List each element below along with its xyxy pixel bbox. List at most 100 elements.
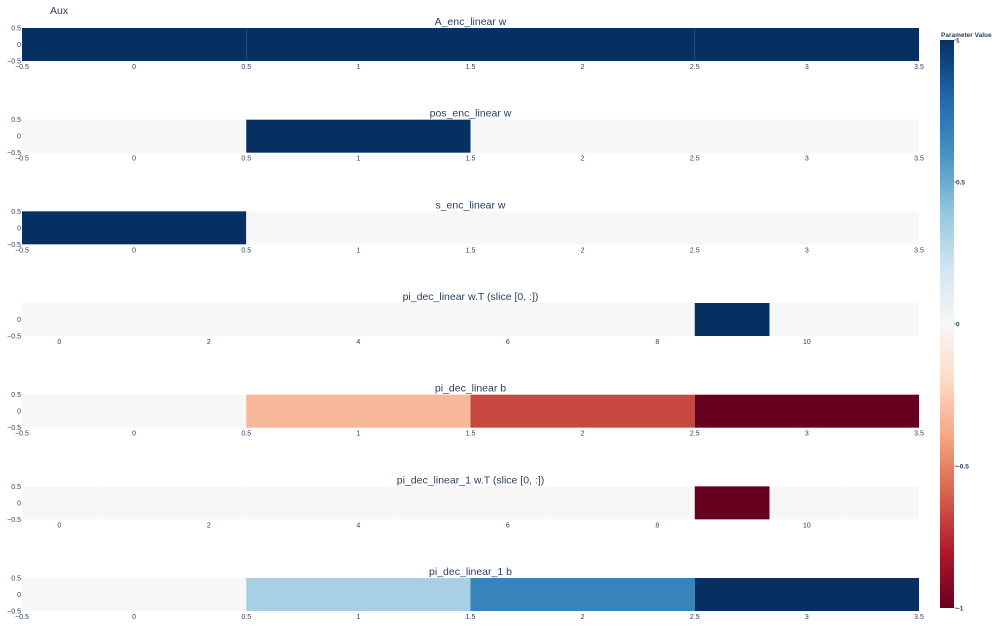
y-tick-label: 0.5	[11, 484, 21, 491]
x-tick-label: 3	[805, 431, 809, 438]
x-tick-label: 0.5	[241, 64, 251, 71]
heatmap-cell	[22, 303, 97, 337]
x-tick-label: 2	[581, 156, 585, 163]
x-tick-label: 8	[655, 522, 659, 529]
subplot-4: pi_dec_linear w.T (slice [0, :]) 0 2 4 6 8 10 0…	[7, 291, 919, 346]
x-tick-label: 1.5	[466, 614, 476, 621]
heatmap-cell	[470, 303, 546, 337]
x-tick-label: 2	[581, 431, 585, 438]
heatmap-cell	[844, 303, 919, 337]
heatmap-cell	[694, 119, 919, 153]
heatmap-cell	[171, 486, 247, 520]
heatmap-cell	[470, 486, 546, 520]
heatmap-cell	[22, 486, 97, 520]
heatmap-cell	[470, 28, 695, 61]
heatmap-cell	[22, 394, 247, 428]
x-tick-label: 2	[581, 247, 585, 254]
subplot-title: pi_dec_linear_1 w.T (slice [0, :])	[397, 474, 544, 486]
x-tick-label: −0.5	[15, 431, 29, 438]
heatmap-cell	[246, 28, 471, 61]
subplot-title: pos_enc_linear w	[430, 108, 512, 120]
x-tick-label: 0.5	[241, 431, 251, 438]
x-tick-label: 1	[356, 247, 360, 254]
subplot-5: pi_dec_linear b −0.5 0 0.5 1 1.5 2 2.5 3 3.5 0.5 0 −…	[7, 383, 924, 438]
subplot-3: s_enc_linear w −0.5 0 0.5 1 1.5 2 2.5 3 3.5 0.5 0 −0…	[7, 199, 924, 254]
x-tick-label: 8	[655, 339, 659, 346]
x-tick-label: 3	[805, 156, 809, 163]
heatmap-cell	[470, 578, 695, 612]
x-tick-label: 2	[581, 614, 585, 621]
heatmap-cell	[470, 394, 695, 428]
y-tick-label: 0	[17, 42, 21, 49]
y-tick-label: 0	[17, 225, 21, 232]
heatmap-cell	[769, 303, 845, 337]
x-tick-label: 0	[57, 522, 61, 529]
heatmap-cell	[694, 486, 770, 520]
heatmap-cell	[395, 486, 471, 520]
heatmap-cell	[694, 211, 919, 245]
heatmap-cell	[321, 486, 396, 520]
x-tick-label: 3.5	[914, 247, 924, 254]
x-tick-label: 6	[506, 522, 510, 529]
x-tick-label: 3.5	[914, 64, 924, 71]
x-tick-label: 3.5	[914, 614, 924, 621]
y-tick-label: 0.5	[11, 26, 21, 33]
x-tick-label: 2.5	[690, 247, 700, 254]
heatmap-cell	[844, 486, 919, 520]
y-tick-label: 0	[17, 592, 21, 599]
heatmap-cell	[470, 211, 695, 245]
subplot-2: pos_enc_linear w −0.5 0 0.5 1 1.5 2 2.5 3 3.5 0.5 0…	[7, 108, 924, 163]
x-tick-label: 0	[132, 614, 136, 621]
x-tick-label: 4	[356, 522, 360, 529]
subplot-title: A_enc_linear w	[435, 16, 507, 28]
y-tick-label: −0.5	[7, 609, 21, 616]
heatmap-cell	[545, 303, 620, 337]
subplot-title: pi_dec_linear w.T (slice [0, :])	[403, 291, 539, 303]
x-tick-label: 0	[132, 156, 136, 163]
colorbar-tick-label: 0	[956, 322, 960, 329]
y-tick-label: 0.5	[11, 117, 21, 124]
heatmap-cell	[694, 28, 919, 61]
colorbar-tick-label: −0.5	[956, 464, 969, 471]
heatmap-cell	[22, 578, 247, 612]
subplot-1: A_enc_linear w −0.5 0 0.5 1 1.5 2 2.5 3 3.5 0.5 0 −0…	[7, 16, 924, 71]
x-tick-label: −0.5	[15, 64, 29, 71]
heatmap-cell	[246, 211, 471, 245]
x-tick-label: 1.5	[466, 247, 476, 254]
y-tick-label: −0.5	[7, 59, 21, 66]
y-tick-label: 0	[17, 317, 21, 324]
heatmap-cell	[96, 303, 172, 337]
y-tick-label: −0.5	[7, 334, 21, 341]
y-tick-label: 0.5	[11, 209, 21, 216]
x-tick-label: 0.5	[241, 614, 251, 621]
x-tick-label: 2.5	[690, 64, 700, 71]
subplots: A_enc_linear w −0.5 0 0.5 1 1.5 2 2.5 3 3.5 0.5 0 −0…	[7, 16, 924, 621]
y-tick-label: 0	[17, 409, 21, 416]
heatmap-cell	[246, 394, 471, 428]
x-tick-label: 0.5	[241, 156, 251, 163]
x-tick-label: 2.5	[690, 614, 700, 621]
heatmap-cell	[620, 303, 695, 337]
colorbar-gradient	[940, 40, 954, 608]
subplot-title: pi_dec_linear b	[435, 383, 506, 395]
y-tick-label: −0.5	[7, 425, 21, 432]
x-tick-label: 1.5	[466, 431, 476, 438]
x-tick-label: 0	[132, 431, 136, 438]
heatmap-cell	[694, 303, 770, 337]
x-tick-label: 1.5	[466, 64, 476, 71]
colorbar-title: Parameter Value	[941, 32, 992, 39]
x-tick-label: 6	[506, 339, 510, 346]
y-tick-label: −0.5	[7, 242, 21, 249]
heatmap-cell	[246, 119, 471, 153]
colorbar-tick-label: 1	[956, 38, 960, 45]
subplot-7: pi_dec_linear_1 b −0.5 0 0.5 1 1.5 2 2.5 3 3.5 0.5…	[7, 566, 924, 621]
heatmap-cell	[694, 578, 919, 612]
x-tick-label: −0.5	[15, 247, 29, 254]
x-tick-label: 2.5	[690, 431, 700, 438]
subplot-title: pi_dec_linear_1 b	[429, 566, 512, 578]
x-tick-label: 2	[581, 64, 585, 71]
x-tick-label: 1	[356, 156, 360, 163]
x-tick-label: 0.5	[241, 247, 251, 254]
